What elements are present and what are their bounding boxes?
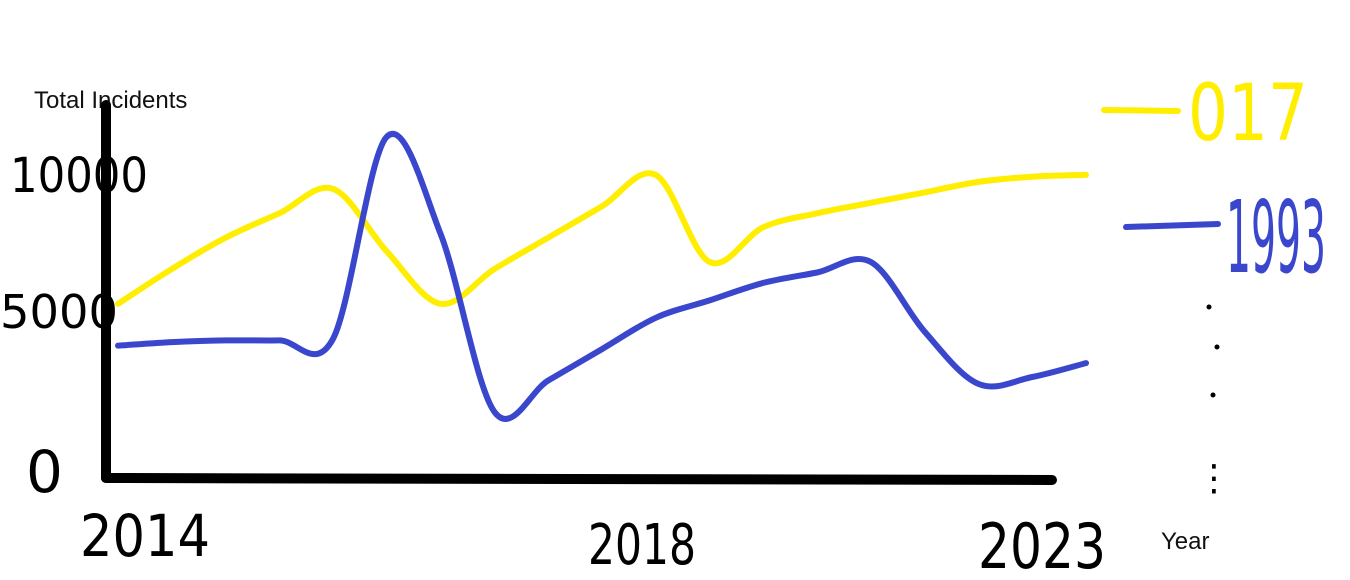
x-axis-line [101,473,1057,485]
legend: 017 1993 ⋮ [1101,69,1326,498]
y-tick-label-2: 10000 [10,148,148,204]
legend-ellipsis-dot [1214,344,1220,350]
x-tick-label-1: 2018 [588,513,696,578]
x-tick-label-0: 2014 [80,502,210,570]
legend-ellipsis-dot [1206,304,1212,310]
y-tick-label-1: 5000 [0,285,118,339]
legend-label-1993: 1993 [1226,179,1326,296]
legend-swatch-017 [1101,107,1181,114]
legend-ellipsis-dot [1210,392,1216,398]
series-line-017 [115,170,1089,307]
x-axis-label: Year [1161,528,1210,555]
legend-label-017: 017 [1188,69,1308,159]
legend-swatch-1993 [1123,221,1221,230]
x-tick-label-2: 2023 [978,510,1106,580]
series-line-1993 [115,131,1089,422]
y-tick-label-0: 0 [26,438,63,506]
legend-ellipsis: ⋮ [1196,457,1232,498]
